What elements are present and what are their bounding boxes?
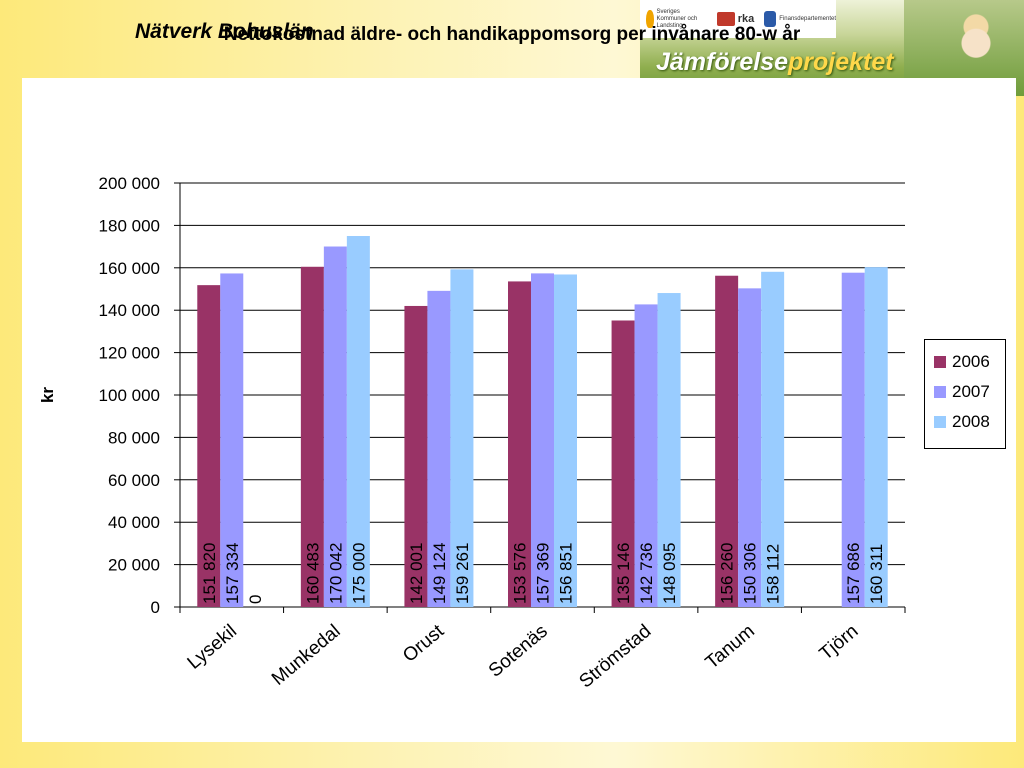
finans-logo-text: Finansdepartementet <box>779 15 836 22</box>
rka-logo-icon <box>716 12 735 26</box>
skl-logo-icon <box>646 10 654 28</box>
y-tick-label: 40 000 <box>108 513 160 532</box>
legend-item: 2006 <box>934 344 1005 379</box>
crest-icon <box>764 11 777 27</box>
bar <box>220 273 244 607</box>
bar <box>738 288 762 607</box>
legend-swatch <box>934 415 946 428</box>
bar <box>450 269 474 607</box>
data-label: 135 146 <box>614 543 633 604</box>
data-label: 151 820 <box>200 543 219 604</box>
data-label: 175 000 <box>349 543 368 604</box>
skl-logo-text: Sveriges Kommuner och Landsting <box>656 8 698 29</box>
bar <box>197 285 221 607</box>
data-label: 157 334 <box>223 543 242 604</box>
banner-word-accent: projektet <box>788 48 894 76</box>
bar <box>323 246 347 607</box>
y-tick-label: 60 000 <box>108 471 160 490</box>
bar <box>715 275 739 607</box>
y-tick-label: 80 000 <box>108 428 160 447</box>
data-label: 157 369 <box>534 543 553 604</box>
skl-logo: Sveriges Kommuner och Landsting <box>646 9 707 30</box>
bar <box>404 305 428 607</box>
chart-legend: 2006 2007 2008 <box>924 339 1006 449</box>
bar <box>427 290 451 607</box>
data-label: 148 095 <box>660 543 679 604</box>
legend-swatch <box>934 385 946 398</box>
data-label: 142 736 <box>637 543 656 604</box>
legend-label: 2008 <box>952 411 990 431</box>
y-tick-label: 100 000 <box>99 386 160 405</box>
bar <box>761 271 785 607</box>
x-tick-label: Lysekil <box>184 621 241 674</box>
bar <box>611 320 635 607</box>
chart-title: Nettokostnad äldre- och handikappomsorg … <box>223 24 801 45</box>
page-title: Nätverk Bohuslän <box>135 20 314 43</box>
y-tick-label: 20 000 <box>108 556 160 575</box>
banner-word-main: Jämförelse <box>656 48 789 76</box>
x-tick-label: Sotenäs <box>485 621 552 682</box>
data-label: 156 851 <box>557 543 576 604</box>
data-label: 156 260 <box>718 543 737 604</box>
legend-swatch <box>934 355 946 368</box>
finans-logo: Finansdepartementet <box>764 11 836 27</box>
bar <box>508 281 531 607</box>
data-label: 160 483 <box>303 543 322 604</box>
data-label: 157 686 <box>844 543 863 604</box>
bar <box>346 236 370 607</box>
rka-logo: rka <box>716 12 755 26</box>
bar <box>657 293 681 607</box>
y-tick-label: 0 <box>151 598 160 617</box>
bar <box>634 304 658 607</box>
data-label: 159 261 <box>453 543 472 604</box>
data-label: 142 001 <box>407 543 426 604</box>
rka-logo-text: rka <box>737 12 755 25</box>
logo-strip: Sveriges Kommuner och Landsting rka Fina… <box>640 0 836 38</box>
banner-wordmark: Jämförelseprojektet <box>656 48 894 77</box>
legend-label: 2006 <box>952 351 990 371</box>
x-tick-label: Munkedal <box>268 621 345 690</box>
y-tick-label: 180 000 <box>99 216 160 235</box>
legend-label: 2007 <box>952 381 990 401</box>
data-label: 160 311 <box>867 544 886 604</box>
x-tick-label: Tjörn <box>816 621 863 665</box>
y-tick-label: 200 000 <box>99 174 160 193</box>
data-label: 170 042 <box>326 543 345 604</box>
data-label: 158 112 <box>764 544 783 604</box>
y-tick-label: 160 000 <box>99 259 160 278</box>
bar <box>554 274 577 607</box>
data-label: 153 576 <box>511 543 530 604</box>
bar <box>531 273 554 607</box>
legend-item: 2007 <box>934 374 1005 409</box>
legend-item: 2008 <box>934 404 1005 439</box>
x-tick-label: Tanum <box>702 621 759 674</box>
data-label: 150 306 <box>741 543 760 604</box>
bar <box>841 272 865 607</box>
y-axis-label: kr <box>38 386 57 404</box>
data-label: 0 <box>246 595 265 604</box>
y-tick-label: 120 000 <box>99 344 160 363</box>
bar <box>300 266 324 607</box>
x-tick-label: Strömstad <box>575 621 655 693</box>
bar <box>864 267 888 607</box>
x-tick-label: Orust <box>399 620 449 666</box>
data-label: 149 124 <box>430 543 449 604</box>
y-tick-label: 140 000 <box>99 301 160 320</box>
